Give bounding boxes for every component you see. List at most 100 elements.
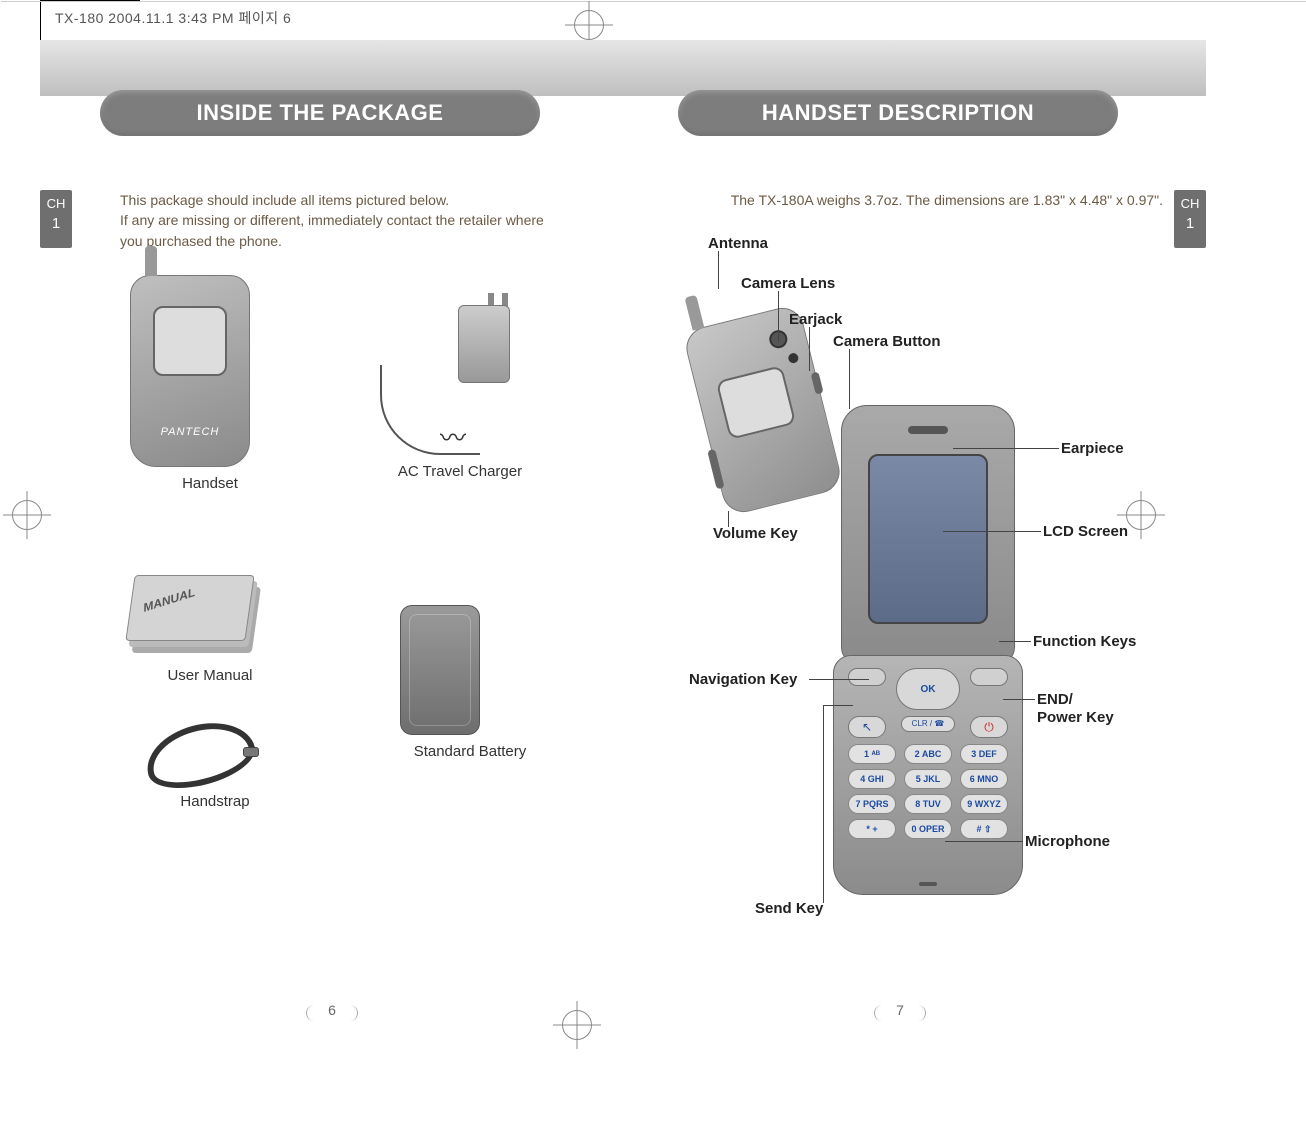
item-caption-charger: AC Travel Charger	[370, 463, 550, 480]
chapter-tab-left: CH 1	[40, 190, 72, 248]
clr-key-icon: CLR / ☎	[901, 716, 955, 732]
key-3: 3 DEF	[960, 744, 1008, 764]
item-manual: MANUAL User Manual	[130, 575, 290, 684]
closed-phone-earjack-icon	[787, 352, 799, 364]
send-key-icon: ↖	[848, 716, 886, 738]
page-right: HANDSET DESCRIPTION CH 1 The TX-180A wei…	[623, 40, 1206, 1029]
key-8: 8 TUV	[904, 794, 952, 814]
intro-text-right: The TX-180A weighs 3.7oz. The dimensions…	[693, 190, 1163, 210]
lead-navigation-key	[809, 679, 869, 680]
key-hash: # ⇧	[960, 819, 1008, 839]
package-items-area: PANTECH Handset 〰 AC Travel Charger MANU…	[110, 275, 593, 969]
header-gradient-right	[623, 40, 1206, 96]
item-handset: PANTECH Handset	[130, 275, 290, 492]
key-5: 5 JKL	[904, 769, 952, 789]
item-caption-battery: Standard Battery	[400, 743, 540, 760]
handstrap-clasp-icon	[243, 747, 259, 757]
chapter-tab-number: 1	[40, 215, 72, 232]
left-softkey-icon	[848, 668, 886, 686]
callout-earjack: Earjack	[789, 311, 842, 328]
key-6: 6 MNO	[960, 769, 1008, 789]
chapter-tab-label: CH	[47, 196, 66, 211]
header-gradient-left	[40, 40, 623, 96]
handset-brand-text: PANTECH	[131, 426, 249, 438]
callout-navigation-key: Navigation Key	[689, 671, 797, 688]
lead-volume-key	[728, 511, 729, 527]
closed-phone-volume-icon	[707, 449, 724, 490]
handset-external-display-icon	[153, 306, 227, 376]
numeric-keypad: 1 ᴬᴮ 2 ABC 3 DEF 4 GHI 5 JKL 6 MNO 7 PQR…	[848, 744, 1008, 839]
key-2: 2 ABC	[904, 744, 952, 764]
registration-mark-left	[12, 500, 42, 530]
section-title-right: HANDSET DESCRIPTION	[678, 90, 1118, 136]
lead-end-power	[1003, 699, 1035, 700]
section-title-left: INSIDE THE PACKAGE	[100, 90, 540, 136]
manual-illustration: MANUAL	[125, 575, 254, 641]
handset-antenna-icon	[145, 246, 157, 276]
item-caption-handset: Handset	[130, 475, 290, 492]
callout-end-power-l1: END/	[1037, 691, 1073, 708]
chapter-tab-number-r: 1	[1174, 215, 1206, 232]
page-number-left: 6	[310, 1002, 354, 1024]
lead-camera-button	[849, 349, 850, 409]
closed-phone-camerabtn-icon	[811, 371, 824, 394]
open-phone-illustration: OK ↖ CLR / ☎ ⏻ 1 ᴬᴮ 2 ABC 3 DEF 4 GHI 5 …	[833, 405, 1023, 895]
lead-send-key-v	[823, 705, 824, 903]
item-charger: 〰 AC Travel Charger	[370, 305, 550, 480]
callout-camera-lens: Camera Lens	[741, 275, 835, 292]
right-softkey-icon	[970, 668, 1008, 686]
lead-lcd	[943, 531, 1041, 532]
key-0: 0 OPER	[904, 819, 952, 839]
charger-illustration: 〰	[370, 305, 520, 455]
end-key-icon: ⏻	[970, 716, 1008, 738]
item-battery: Standard Battery	[400, 605, 540, 760]
key-4: 4 GHI	[848, 769, 896, 789]
lead-earpiece	[953, 448, 1059, 449]
handset-illustration: PANTECH	[130, 275, 250, 467]
open-phone-lcd-icon	[868, 454, 988, 624]
callout-volume-key: Volume Key	[713, 525, 798, 542]
callout-function-keys: Function Keys	[1033, 633, 1136, 650]
crop-mark-tl	[40, 0, 140, 42]
closed-phone-display-icon	[716, 365, 796, 440]
callout-earpiece: Earpiece	[1061, 440, 1124, 457]
callout-camera-button: Camera Button	[833, 333, 941, 350]
open-phone-base-icon: OK ↖ CLR / ☎ ⏻ 1 ᴬᴮ 2 ABC 3 DEF 4 GHI 5 …	[833, 655, 1023, 895]
chapter-tab-right: CH 1	[1174, 190, 1206, 248]
item-handstrap: Handstrap	[145, 725, 285, 810]
chapter-tab-label-r: CH	[1181, 196, 1200, 211]
page-number-right: 7	[878, 1002, 922, 1024]
closed-phone-illustration	[682, 303, 844, 516]
handstrap-illustration	[145, 725, 255, 785]
open-phone-flip-icon	[841, 405, 1015, 665]
registration-mark-top	[574, 10, 604, 40]
lead-send-key-h	[823, 705, 853, 706]
intro-text-left: This package should include all items pi…	[120, 190, 560, 251]
key-star: * +	[848, 819, 896, 839]
lead-microphone	[945, 841, 1023, 842]
lead-camera-lens	[778, 291, 779, 341]
page-left: INSIDE THE PACKAGE CH 1 This package sho…	[40, 40, 623, 1029]
callout-send-key: Send Key	[755, 900, 823, 917]
charger-wave-icon: 〰	[440, 418, 466, 455]
key-7: 7 PQRS	[848, 794, 896, 814]
callout-end-power-l2: Power Key	[1037, 709, 1114, 726]
page-spread: INSIDE THE PACKAGE CH 1 This package sho…	[40, 40, 1206, 1029]
battery-illustration	[400, 605, 480, 735]
lead-function-keys	[999, 641, 1031, 642]
callout-microphone: Microphone	[1025, 833, 1110, 850]
callout-end-power: END/ Power Key	[1037, 691, 1114, 727]
key-1: 1 ᴬᴮ	[848, 744, 896, 764]
ok-nav-key-icon: OK	[896, 668, 960, 710]
lead-antenna	[718, 251, 719, 289]
closed-phone-antenna-icon	[684, 295, 704, 331]
open-phone-mic-icon	[919, 882, 937, 886]
item-caption-manual: User Manual	[130, 667, 290, 684]
open-phone-earpiece-icon	[908, 426, 948, 434]
lead-earjack	[809, 327, 810, 371]
callout-lcd-screen: LCD Screen	[1043, 523, 1128, 540]
item-caption-handstrap: Handstrap	[145, 793, 285, 810]
callout-antenna: Antenna	[708, 235, 768, 252]
handset-diagram: OK ↖ CLR / ☎ ⏻ 1 ᴬᴮ 2 ABC 3 DEF 4 GHI 5 …	[663, 235, 1166, 969]
key-9: 9 WXYZ	[960, 794, 1008, 814]
